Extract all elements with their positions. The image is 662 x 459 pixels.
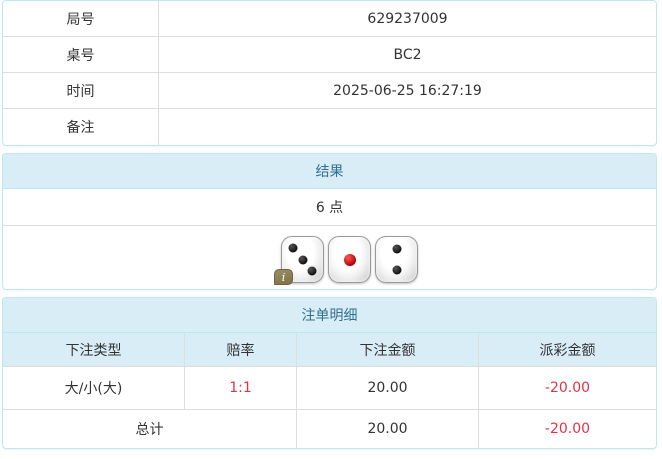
result-panel-title: 结果: [3, 154, 656, 189]
payout-cell: -20.00: [479, 367, 656, 410]
bet-amount-cell: 20.00: [297, 367, 479, 410]
die-2-value-1: [328, 236, 371, 283]
black-pip: [392, 244, 401, 254]
round-info-panel: 局号 629237009 桌号 BC2 时间 2025-06-25 16:27:…: [2, 0, 657, 146]
black-pip: [298, 255, 307, 264]
black-pip: [392, 265, 401, 275]
black-pip: [288, 243, 298, 253]
result-points: 6 点: [3, 189, 656, 226]
bet-detail-table: 下注类型 赔率 下注金额 派彩金额 大/小(大) 1:1 20.00 -20.0…: [3, 333, 656, 448]
bet-type-cell: 大/小(大): [3, 367, 185, 410]
die-3-value-2: [375, 236, 418, 283]
round-id-value: 629237009: [367, 10, 448, 27]
round-id-row: 局号 629237009: [3, 1, 656, 37]
odds-cell: 1:1: [185, 367, 297, 410]
bet-detail-panel-title: 注单明细: [3, 298, 656, 333]
col-header-bet-type: 下注类型: [3, 333, 185, 367]
info-badge-icon: i: [274, 269, 293, 285]
bet-detail-page: 局号 629237009 桌号 BC2 时间 2025-06-25 16:27:…: [2, 0, 657, 449]
total-label-cell: 总计: [3, 410, 297, 448]
remark-row: 备注: [3, 109, 656, 145]
col-header-bet-amount: 下注金额: [297, 333, 479, 367]
result-panel: 结果 6 点 i: [2, 153, 657, 290]
dice-group: i: [274, 232, 418, 285]
total-payout-cell: -20.00: [544, 421, 591, 437]
dice-row: i: [3, 226, 656, 289]
black-pip: [307, 266, 317, 276]
time-value: 2025-06-25 16:27:19: [333, 82, 482, 99]
bet-detail-panel: 注单明细 下注类型 赔率 下注金额 派彩金额 大/小(大) 1:1 20.00 …: [2, 297, 657, 449]
col-header-odds: 赔率: [185, 333, 297, 367]
table-id-row: 桌号 BC2: [3, 37, 656, 73]
col-header-payout: 派彩金额: [479, 333, 656, 367]
red-pip: [343, 253, 356, 266]
die-1-value-3: i: [274, 236, 324, 285]
round-id-label: 局号: [3, 1, 159, 36]
time-row: 时间 2025-06-25 16:27:19: [3, 73, 656, 109]
total-bet-amount-cell: 20.00: [297, 410, 479, 448]
remark-value: [159, 109, 656, 145]
table-id-label: 桌号: [3, 37, 159, 72]
time-label: 时间: [3, 73, 159, 108]
remark-label: 备注: [3, 109, 159, 145]
table-id-value: BC2: [393, 46, 422, 63]
